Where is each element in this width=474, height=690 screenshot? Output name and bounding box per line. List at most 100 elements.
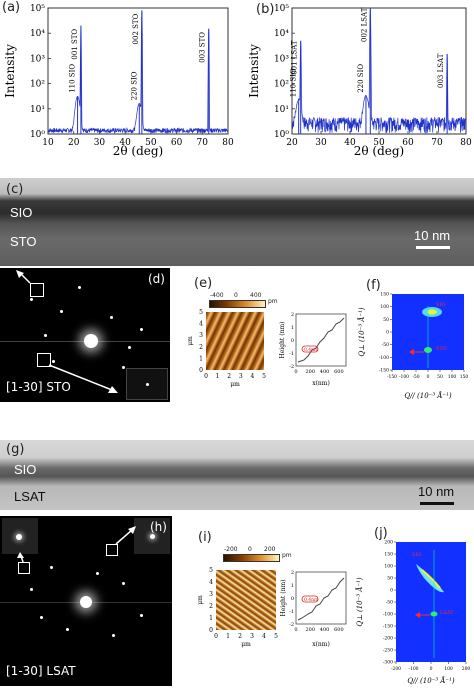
profile-y-tick: -2 bbox=[289, 364, 294, 370]
rsm-j-annot-mid: LSAT bbox=[440, 610, 454, 616]
afm-y-tick: 1 bbox=[199, 355, 203, 362]
panel-label-i: (i) bbox=[198, 530, 212, 545]
rsm-y-tick-label: 50 bbox=[387, 576, 393, 582]
y-tick-label: 10² bbox=[30, 80, 45, 90]
xrd-trace bbox=[291, 7, 467, 134]
rsm-x-tick-label: -200 bbox=[391, 666, 401, 672]
afm-i-profile-xlabel: x(nm) bbox=[312, 641, 330, 648]
spot bbox=[110, 316, 113, 319]
xrd-peak-label: 003 LSAT bbox=[437, 53, 445, 88]
rsm-x-tick-label: 200 bbox=[462, 666, 471, 672]
afm-x-tick: 1 bbox=[226, 633, 230, 640]
afm-y-tick: 2 bbox=[199, 344, 203, 351]
rsm-y-tick-label: -50 bbox=[386, 600, 393, 606]
xrd-peak-label: 110 SIO bbox=[69, 64, 77, 93]
rsm-x-tick-label: -50 bbox=[412, 374, 419, 380]
afm-x-tick: 2 bbox=[227, 373, 231, 380]
profile-y-tick: -2 bbox=[289, 622, 294, 628]
panel-label-b: (b) bbox=[256, 2, 275, 17]
xrd-peak-label: 002 STO bbox=[132, 13, 140, 44]
x-tick-label: 60 bbox=[171, 138, 183, 148]
afm-i-image bbox=[216, 570, 276, 630]
tem-c-scale-label: 10 nm bbox=[414, 228, 451, 243]
profile-x-tick: 400 bbox=[320, 369, 330, 375]
x-tick-label: 30 bbox=[315, 138, 327, 148]
central-spot bbox=[84, 334, 98, 348]
tem-c-scalebar bbox=[416, 246, 450, 249]
rsm-y-tick-label: -100 bbox=[379, 355, 389, 361]
zoom-box-right bbox=[106, 544, 118, 556]
profile-x-tick: 600 bbox=[334, 627, 344, 633]
y-tick-label: 10⁰ bbox=[274, 130, 289, 140]
profile-x-tick: 600 bbox=[334, 369, 344, 375]
xrd-peak-label: 001 LSAT bbox=[291, 40, 299, 75]
afm-i-axes: 0 1 2 3 4 5 0 1 2 3 4 5 μm μm bbox=[197, 567, 278, 648]
afm-panel-i: (i) -200 0 200 pm 0 1 2 3 4 5 0 1 2 3 4 5 μm μm 0.4nm… bbox=[176, 530, 350, 660]
rsm-y-tick-label: -300 bbox=[383, 660, 393, 666]
rsm-f-annot-top: SIO bbox=[436, 302, 446, 308]
profile-y-tick: 1 bbox=[291, 583, 294, 589]
afm-x-tick: 5 bbox=[274, 633, 278, 640]
rsm-y-tick-label: 150 bbox=[384, 552, 393, 558]
afm-x-tick: 4 bbox=[250, 373, 254, 380]
rsm-f-xlabel: Q// (10⁻³ Å⁻¹) bbox=[404, 391, 452, 400]
rsm-y-tick-label: -50 bbox=[382, 342, 389, 348]
xrd-peak-label: 110 SIO bbox=[290, 68, 298, 97]
profile-x-tick: 200 bbox=[306, 627, 316, 633]
inset-spot bbox=[16, 534, 22, 540]
spot bbox=[60, 310, 63, 313]
tem-g-film-label: SIO bbox=[14, 462, 37, 477]
tem-g-scale-label: 10 nm bbox=[418, 484, 455, 499]
afm-y-tick: 0 bbox=[199, 367, 203, 374]
profile-y-tick: -1 bbox=[289, 351, 294, 357]
rsm-x-tick-label: -150 bbox=[387, 374, 397, 380]
afm-e-profile-xlabel: x(nm) bbox=[312, 380, 330, 387]
x-tick-label: 70 bbox=[431, 138, 443, 148]
afm-xlabel: μm bbox=[230, 381, 240, 388]
x-tick-label: 10 bbox=[42, 138, 54, 148]
x-tick-label: 50 bbox=[373, 138, 385, 148]
xrd-peak-label: 003 STO bbox=[199, 32, 207, 63]
xrd-panel-a: 110 SIO 001 STO 220 SIO 002 STO 003 STO 10 20 3… bbox=[0, 0, 240, 160]
x-tick-label: 80 bbox=[460, 138, 472, 148]
panel-label-f: (f) bbox=[366, 278, 381, 293]
profile-y-tick: 2 bbox=[291, 570, 294, 576]
streak-line bbox=[0, 602, 172, 603]
spot bbox=[40, 616, 43, 619]
afm-e-step-label: 0.4nm bbox=[304, 347, 319, 353]
panel-label-c: (c) bbox=[6, 182, 24, 197]
rsm-y-tick-label: 100 bbox=[380, 304, 389, 310]
afm-x-tick: 0 bbox=[214, 633, 218, 640]
spot bbox=[30, 298, 33, 301]
rsm-x-tick-label: -100 bbox=[399, 374, 409, 380]
afm-i-cbar-unit: pm bbox=[282, 552, 292, 559]
afm-y-tick: 2 bbox=[209, 603, 213, 610]
x-tick-label: 40 bbox=[119, 138, 131, 148]
x-tick-label: 60 bbox=[402, 138, 414, 148]
inset-zoom-right bbox=[134, 518, 170, 554]
rsm-x-tick-label: 0 bbox=[430, 666, 433, 672]
rsm-panel-j: (j) SIO LSAT -200 -100 0 100 200 -300 -250 -200… bbox=[352, 520, 474, 686]
spot bbox=[112, 634, 115, 637]
y-tick-label: 10⁰ bbox=[30, 130, 45, 140]
rsm-y-tick-label: 150 bbox=[380, 292, 389, 298]
zoom-arrows bbox=[17, 526, 136, 563]
xrd-peak-label: 220 SIO bbox=[357, 64, 365, 93]
panel-label-e: (e) bbox=[194, 276, 213, 291]
xrd-a-ylabel: Intensity bbox=[3, 44, 17, 98]
profile-x-tick: 0 bbox=[294, 369, 297, 375]
spot bbox=[122, 582, 125, 585]
afm-e-cbar-max: 400 bbox=[250, 292, 262, 299]
afm-i-cbar-min: -200 bbox=[224, 546, 238, 553]
rsm-y-tick-label: -250 bbox=[383, 648, 393, 654]
inset-spot bbox=[150, 534, 155, 539]
afm-e-profile: 0.4nm 0 200 400 600 -2 -1 0 1 2 x(nm) Height (nm… bbox=[279, 312, 347, 387]
rsm-f-ylabel: Q⊥ (10⁻³ Å⁻¹) bbox=[357, 307, 366, 356]
rsm-j-annot-top: SIO bbox=[412, 552, 422, 558]
y-tick-label: 10⁵ bbox=[274, 4, 289, 14]
rsm-y-tick-label: 0 bbox=[386, 330, 389, 336]
rsm-y-tick-label: 0 bbox=[390, 588, 393, 594]
afm-xlabel: μm bbox=[241, 641, 251, 648]
afm-e-cbar-min: -400 bbox=[210, 292, 224, 299]
